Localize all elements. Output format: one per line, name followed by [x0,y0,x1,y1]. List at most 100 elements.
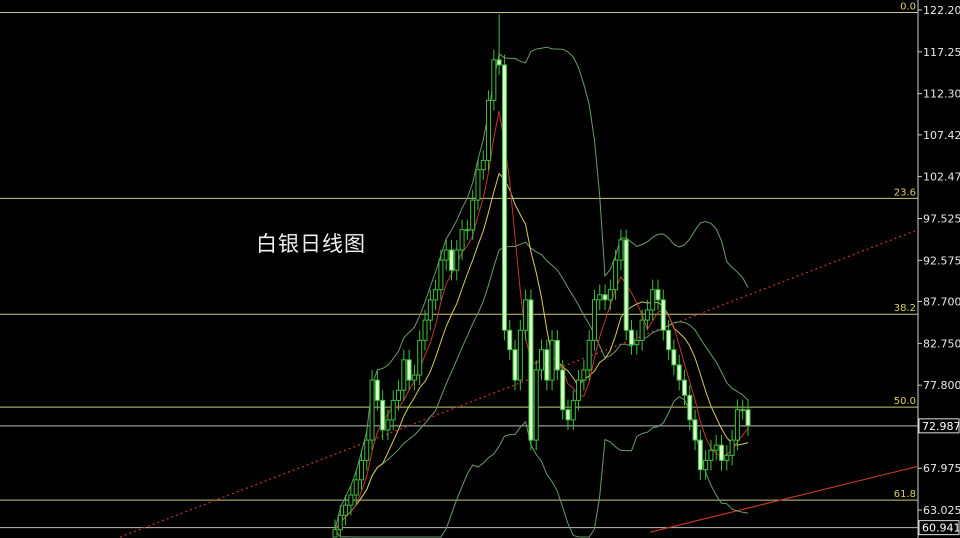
candle-body [629,329,635,346]
candle-body [486,99,492,161]
candle-body [337,514,343,531]
candle-body [740,409,746,412]
y-tick-label: 122.200 [923,4,960,17]
candle-body [618,239,624,261]
y-tick-label: 97.525 [923,213,960,226]
moving-average-long [334,172,749,530]
candle-body [448,249,454,271]
candle-body [464,229,470,232]
candle-body [655,289,661,301]
candle-body [374,379,380,401]
candle-body [411,374,417,381]
candle-body [533,369,539,441]
candle-body [348,494,354,506]
fib-level-label: 61.8 [894,489,916,500]
candle-body [591,299,597,341]
bollinger-lower [334,395,749,538]
candle-body [708,449,714,461]
y-tick-label: 112.300 [923,88,960,101]
candle-body [660,299,666,331]
candle-body [639,319,645,341]
candle-body [570,399,576,421]
candle-body [380,399,386,431]
candle-body [358,459,364,481]
y-tick-label: 82.750 [923,337,960,350]
candle-body [597,294,603,301]
candle-body [692,419,698,441]
candle-body [496,59,502,66]
current-price-label: 72.987 [922,420,960,433]
candle-body [528,299,534,441]
chart-title: 白银日线图 [256,232,366,256]
candle-body [560,369,566,411]
y-tick-label: 92.575 [923,254,960,267]
candle-body [459,229,465,251]
candle-body [576,379,582,401]
low-marker-label: 60.941 [922,522,960,535]
candle-body [713,444,719,451]
candle-body [613,259,619,291]
y-tick-label: 102.475 [923,171,960,184]
candle-body [512,349,518,381]
current-price-box [918,418,960,434]
candle-body [401,359,407,391]
candle-body [676,364,682,381]
candle-body [390,399,396,421]
candle-body [369,379,375,441]
candle-body [454,249,460,271]
candle-body [427,299,433,321]
y-tick-label: 77.800 [923,379,960,392]
fib-level-label: 0.0 [900,2,916,13]
candle-body [623,239,629,331]
candle-body [729,439,735,456]
candle-body [438,259,444,291]
candle-body [697,439,703,471]
candle-body [734,409,740,441]
candle-body [501,64,507,331]
candle-body [549,339,555,381]
candle-body [703,459,709,471]
candle-body [422,319,428,341]
moving-average-short [334,111,749,530]
candle-body [565,409,571,421]
candle-body [724,454,730,461]
candle-body [607,289,613,301]
fib-level-label: 38.2 [894,303,916,314]
candle-body [475,169,481,201]
candle-body [343,504,349,516]
candle-body [406,359,412,381]
candle-body [417,339,423,376]
candle-body [602,294,608,301]
support-trendline [649,465,919,533]
candle-body [332,529,338,538]
candle-body [586,339,592,371]
low-marker-box [918,520,960,536]
y-tick-label: 117.250 [923,46,960,59]
candle-body [650,289,656,311]
y-tick-label: 87.700 [923,296,960,309]
y-tick-label: 107.425 [923,129,960,142]
candle-body [666,329,672,351]
candle-body [554,339,560,371]
candle-body [507,329,513,351]
candle-body [385,419,391,431]
candle-body [433,289,439,301]
candle-body [719,444,725,461]
candle-body [539,349,544,371]
candle-body [634,339,640,346]
candle-body [443,249,449,261]
candle-body [581,369,587,381]
fib-level-label: 50.0 [894,396,916,407]
candle-body [491,59,497,101]
candle-body [544,349,550,381]
candle-body [517,329,523,381]
bollinger-middle [334,241,749,530]
candle-body [364,439,370,461]
candle-body [396,389,402,401]
bollinger-upper [334,46,749,530]
candle-body [681,379,687,396]
candle-body [523,299,529,331]
y-tick-label: 67.975 [923,462,960,475]
candle-body [671,349,677,366]
